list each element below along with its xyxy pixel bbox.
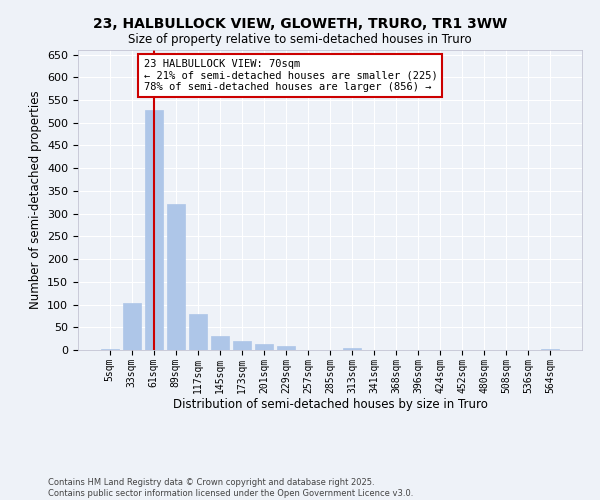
Bar	[255, 344, 273, 350]
Bar	[541, 348, 559, 350]
Text: Contains HM Land Registry data © Crown copyright and database right 2025.
Contai: Contains HM Land Registry data © Crown c…	[48, 478, 413, 498]
X-axis label: Distribution of semi-detached houses by size in Truro: Distribution of semi-detached houses by …	[173, 398, 487, 411]
Text: Size of property relative to semi-detached houses in Truro: Size of property relative to semi-detach…	[128, 32, 472, 46]
Bar	[211, 336, 229, 350]
Bar	[167, 204, 185, 350]
Bar	[277, 346, 295, 350]
Bar	[189, 314, 206, 350]
Y-axis label: Number of semi-detached properties: Number of semi-detached properties	[29, 90, 41, 310]
Text: 23 HALBULLOCK VIEW: 70sqm
← 21% of semi-detached houses are smaller (225)
78% of: 23 HALBULLOCK VIEW: 70sqm ← 21% of semi-…	[143, 59, 437, 92]
Bar	[101, 348, 119, 350]
Bar	[233, 341, 251, 350]
Bar	[145, 110, 163, 350]
Bar	[343, 348, 361, 350]
Bar	[123, 302, 140, 350]
Text: 23, HALBULLOCK VIEW, GLOWETH, TRURO, TR1 3WW: 23, HALBULLOCK VIEW, GLOWETH, TRURO, TR1…	[93, 18, 507, 32]
